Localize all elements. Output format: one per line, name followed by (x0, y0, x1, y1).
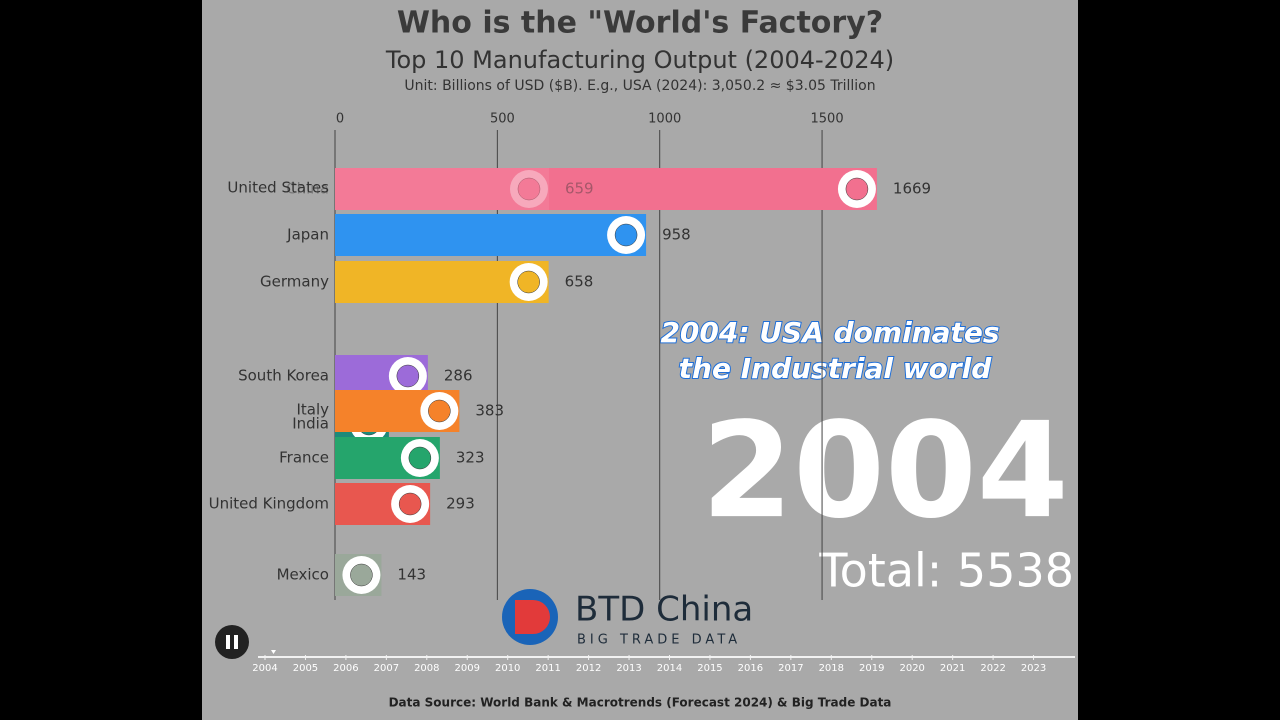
timeline-year: 2014 (657, 663, 682, 674)
pause-button[interactable] (215, 625, 249, 659)
category-label: South Korea (238, 367, 329, 385)
flag-inner (396, 364, 420, 388)
source: Data Source: World Bank & Macrotrends (F… (389, 696, 892, 710)
timeline-year: 2020 (899, 663, 924, 674)
pause-icon (226, 635, 230, 649)
flag-inner (398, 492, 422, 516)
category-label: France (279, 449, 329, 467)
logo-name: BTD China (575, 590, 753, 630)
value-label: 323 (456, 449, 485, 467)
value-label: 383 (475, 402, 504, 420)
timeline-year: 2006 (333, 663, 358, 674)
category-label: India (292, 415, 329, 433)
bar-group: Japan 958 (286, 214, 691, 256)
flag-inner (350, 563, 373, 587)
timeline-year: 2017 (778, 663, 803, 674)
logo: BTD China BIG TRADE DATA (502, 589, 753, 648)
timeline-year: 2015 (697, 663, 722, 674)
timeline-year: 2009 (455, 663, 480, 674)
bar-group: United States 1669 (227, 168, 931, 210)
timeline-year: 2021 (940, 663, 965, 674)
category-label: Japan (286, 226, 329, 244)
year-label: 2004 (701, 394, 1068, 548)
bar (335, 168, 877, 210)
value-label: 286 (444, 367, 473, 385)
timeline-year: 2016 (738, 663, 763, 674)
bar-group: Italy 383 (296, 390, 504, 432)
x-tick-label: 1000 (648, 112, 681, 127)
bar-group: United Kingdom 293 (209, 483, 475, 525)
timeline-year: 2004 (252, 663, 277, 674)
category-label: Mexico (277, 566, 329, 584)
annotation: 2004: USA dominates the Industrial world (659, 315, 1000, 386)
bar-group: Germany 658 (260, 261, 593, 303)
flag-inner (517, 270, 540, 294)
category-label: Germany (260, 273, 329, 291)
timeline-year: 2019 (859, 663, 884, 674)
timeline-year: 2008 (414, 663, 439, 674)
logo-tagline: BIG TRADE DATA (577, 633, 741, 648)
play-button[interactable] (215, 625, 249, 659)
category-label: China (286, 180, 329, 198)
bar-group: China 659 (286, 168, 594, 210)
bar (335, 168, 549, 210)
value-label: 958 (662, 226, 691, 244)
value-label: 293 (446, 495, 475, 513)
flag-inner (408, 446, 432, 470)
timeline-year: 2018 (819, 663, 844, 674)
annotation-line: the Industrial world (679, 352, 993, 385)
x-tick-label: 0 (336, 112, 344, 127)
flag-inner (614, 223, 638, 247)
pause-icon (234, 635, 238, 649)
bar-group: Mexico 143 (277, 554, 426, 596)
category-label: Italy (296, 401, 329, 419)
chart-title: Who is the "World's Factory? (397, 6, 883, 41)
value-label: 1669 (893, 180, 931, 198)
timeline-year: 2010 (495, 663, 520, 674)
bar (335, 214, 647, 256)
category-label: United Kingdom (209, 495, 329, 513)
value-label: 659 (565, 180, 594, 198)
x-tick-label: 500 (490, 112, 515, 127)
chart-subtitle: Top 10 Manufacturing Output (2004-2024) (385, 46, 894, 74)
flag-inner (845, 177, 869, 201)
logo-icon (515, 600, 550, 634)
value-label: 143 (397, 566, 426, 584)
timeline-year: 2005 (293, 663, 318, 674)
timeline-year: 2011 (535, 663, 560, 674)
timeline-year: 2013 (616, 663, 641, 674)
total-label: Total: 5538 (818, 544, 1074, 598)
flag-inner (428, 399, 451, 423)
annotation-line: 2004: USA dominates (660, 316, 999, 349)
timeline-cursor (271, 650, 276, 654)
timeline-year: 2007 (374, 663, 399, 674)
flag-inner (517, 177, 541, 201)
flag (509, 170, 548, 208)
bar-group: France 323 (279, 437, 485, 479)
timeline-year: 2012 (576, 663, 601, 674)
timeline-year: 2022 (980, 663, 1005, 674)
value-label: 658 (565, 273, 594, 291)
x-tick-label: 1500 (811, 112, 844, 127)
category-label: United States (227, 179, 329, 197)
unit-note: Unit: Billions of USD ($B). E.g., USA (2… (404, 78, 875, 94)
timeline-year: 2023 (1021, 663, 1046, 674)
